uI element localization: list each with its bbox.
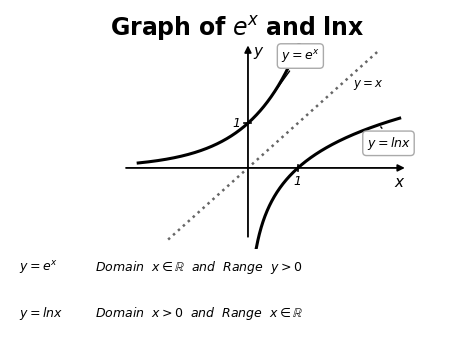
Text: 1: 1 [232,117,240,130]
Text: $\bf{Graph\ of\ }$$\bf{\it{e}}$$\bf{^{\it{x}}\ and\ lnx}$: $\bf{Graph\ of\ }$$\bf{\it{e}}$$\bf{^{\i… [109,14,365,43]
Text: $y = e^x$: $y = e^x$ [272,48,319,95]
Text: $y = lnx$: $y = lnx$ [19,305,63,322]
Text: Domain  $x > 0$  and  Range  $x \in \mathbb{R}$: Domain $x > 0$ and Range $x \in \mathbb{… [95,305,303,322]
Text: $y = x$: $y = x$ [353,78,383,92]
Text: $x$: $x$ [393,175,405,190]
Text: $y = lnx$: $y = lnx$ [366,127,410,152]
Text: $y = e^x$: $y = e^x$ [19,259,57,276]
Text: 1: 1 [294,175,302,188]
Text: $y$: $y$ [253,45,264,61]
Text: Domain  $x \in \mathbb{R}$  and  Range  $y > 0$: Domain $x \in \mathbb{R}$ and Range $y >… [95,259,302,276]
